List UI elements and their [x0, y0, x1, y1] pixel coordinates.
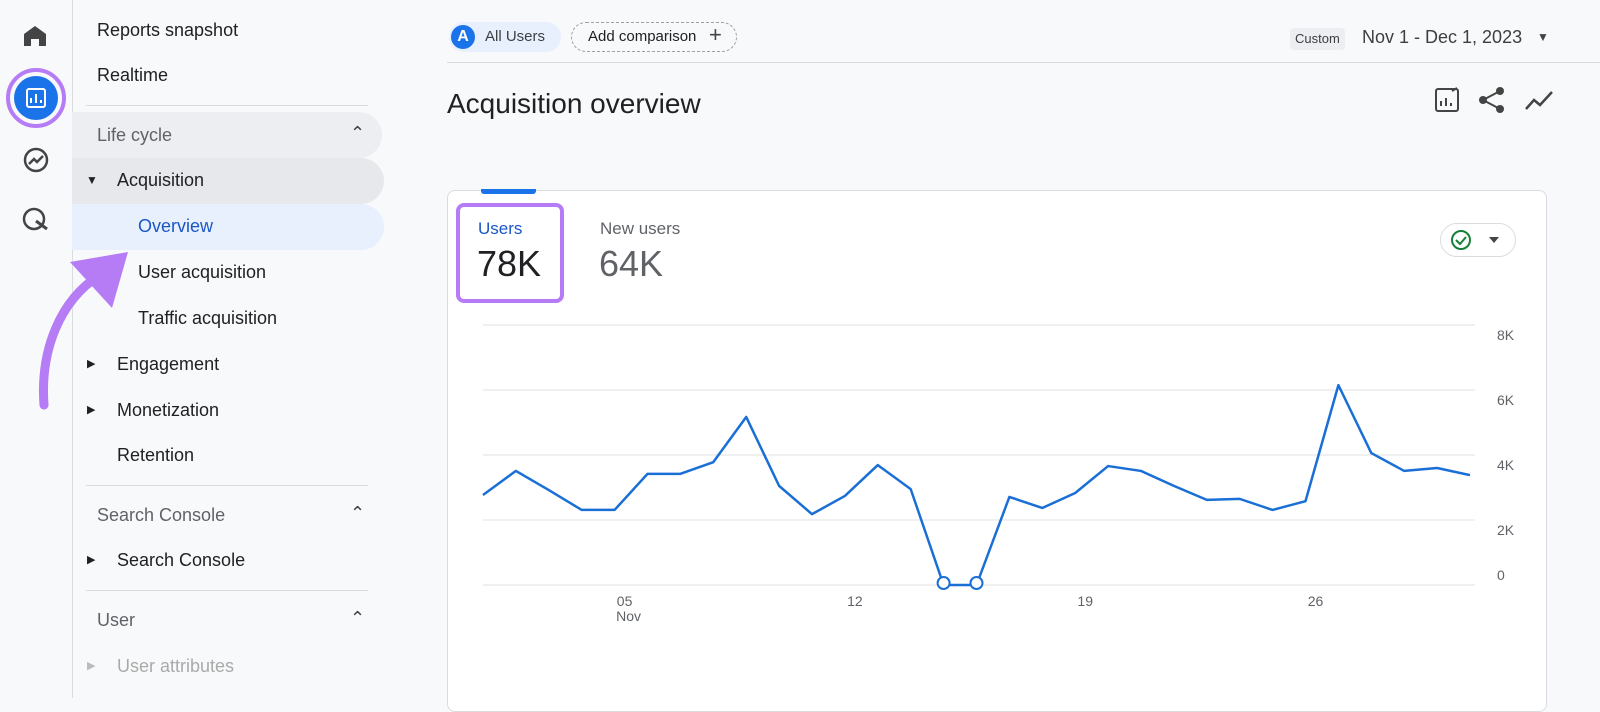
add-comparison-button[interactable] [571, 22, 737, 52]
y-tick-label: 8K [1497, 327, 1515, 343]
status-dropdown[interactable] [1440, 223, 1516, 257]
chart-card: Users 78K New users 64K [447, 189, 1547, 712]
advertising-icon[interactable] [22, 207, 46, 231]
metric-label: Users [478, 219, 523, 238]
nav-section[interactable]: Search Console [97, 505, 226, 525]
nav-section[interactable]: Life cycle [97, 125, 173, 145]
y-tick-label: 2K [1497, 522, 1515, 538]
nav-item[interactable]: Realtime [97, 65, 169, 85]
nav-item[interactable]: Acquisition [117, 170, 205, 190]
expand-icon[interactable]: ▶ [87, 554, 96, 566]
nav-item[interactable]: Search Console [117, 550, 246, 570]
nav-item[interactable]: Monetization [117, 400, 220, 420]
segment-label: All Users [485, 28, 546, 45]
collapse-icon[interactable]: ⌃ [350, 503, 366, 523]
metric-label[interactable]: New users [600, 219, 681, 238]
explore-icon[interactable] [23, 147, 49, 173]
x-tick-label: 19 [1077, 593, 1093, 609]
nav-item[interactable]: Traffic acquisition [138, 308, 278, 328]
home-icon[interactable] [24, 26, 46, 46]
collapse-icon[interactable]: ⌃ [350, 123, 366, 143]
metric-value: 78K [477, 243, 542, 284]
metric-tab-selected[interactable] [456, 203, 564, 303]
nav-item-active[interactable]: Overview [138, 216, 214, 236]
y-tick-label: 4K [1497, 457, 1515, 473]
main: A All Users Add comparison + Custom Nov … [447, 0, 1600, 712]
share-icon[interactable] [1479, 87, 1504, 113]
insights-icon[interactable] [1525, 91, 1553, 110]
customize-icon[interactable] [1435, 88, 1459, 112]
nav-item[interactable]: Reports snapshot [97, 20, 239, 40]
y-tick-label: 6K [1497, 392, 1515, 408]
side-nav: Reports snapshot Realtime Life cycle ⌃ ▼… [72, 0, 402, 698]
segment-badge: A [451, 25, 475, 49]
series-line [482, 383, 1471, 587]
data-point [936, 576, 951, 590]
nav-item[interactable]: User acquisition [138, 262, 267, 282]
date-mode: Custom [1290, 28, 1345, 50]
nav-item[interactable]: User attributes [117, 656, 235, 676]
add-comparison-label: Add comparison [588, 28, 697, 45]
x-tick-label: 05 [617, 593, 633, 609]
date-range[interactable]: Nov 1 - Dec 1, 2023 [1362, 27, 1523, 47]
nav-section[interactable]: User [97, 610, 136, 630]
collapse-icon[interactable]: ⌃ [350, 608, 366, 628]
metric-value: 64K [599, 243, 664, 284]
annotation-arrow [39, 252, 128, 410]
y-tick-label: 0 [1497, 567, 1505, 583]
date-dropdown[interactable]: ▼ [1537, 30, 1549, 44]
x-tick-label: 12 [847, 593, 863, 609]
plus-icon: + [709, 22, 722, 47]
x-sublabel: Nov [616, 608, 641, 624]
highlight-ring [6, 68, 66, 128]
expand-icon[interactable]: ▶ [87, 404, 96, 416]
data-point [969, 576, 984, 590]
rail-icons [6, 26, 66, 231]
x-tick-label: 26 [1308, 593, 1324, 609]
expand-icon[interactable]: ▶ [87, 660, 96, 672]
expand-icon[interactable]: ▶ [87, 358, 96, 370]
toolbar-icons [1435, 87, 1553, 113]
expand-icon[interactable]: ▼ [86, 173, 98, 187]
icon-rail [0, 0, 73, 698]
nav-item[interactable]: Engagement [117, 354, 220, 374]
page-title: Acquisition overview [447, 88, 701, 119]
nav-item[interactable]: Retention [117, 445, 195, 465]
